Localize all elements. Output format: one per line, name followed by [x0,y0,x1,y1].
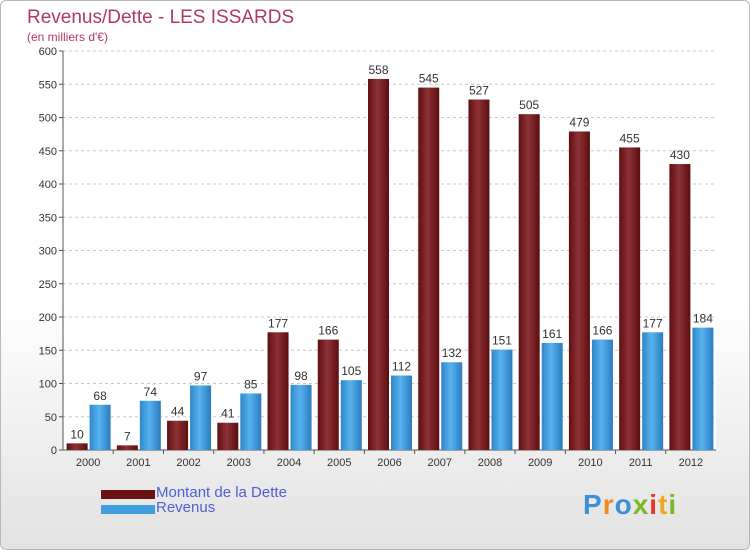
bar-dette [619,147,641,451]
bar-dette [669,164,691,451]
legend-label-dette: Montant de la Dette [156,484,287,501]
value-label-dette: 527 [469,84,489,98]
value-label-revenus: 105 [341,364,361,378]
value-label-revenus: 184 [693,312,713,326]
bar-dette [317,339,339,450]
legend-swatch-dette [101,490,155,499]
bar-revenus [240,393,262,450]
x-tick-label: 2004 [277,457,301,469]
value-label-revenus: 161 [542,327,562,341]
value-label-dette: 558 [368,63,388,77]
bar-dette [267,332,289,450]
value-label-revenus: 97 [194,369,208,383]
y-tick-label: 600 [39,46,57,58]
value-label-revenus: 132 [442,346,462,360]
bar-revenus [642,332,664,450]
logo-letter: o [614,489,633,520]
y-tick-label: 550 [39,79,57,91]
value-label-revenus: 74 [144,385,158,399]
x-tick-label: 2011 [629,457,653,469]
x-tick-label: 2009 [528,457,552,469]
value-label-dette: 455 [620,131,640,145]
y-tick-label: 100 [39,379,57,391]
x-tick-label: 2001 [126,457,150,469]
value-label-dette: 166 [318,324,338,338]
value-label-revenus: 112 [392,360,411,374]
x-tick-label: 2010 [578,457,602,469]
x-tick-label: 2000 [76,457,100,469]
y-tick-label: 250 [39,279,57,291]
bar-dette [167,420,189,450]
bar-revenus [391,375,412,450]
logo-letter: r [602,489,615,520]
value-label-dette: 7 [124,429,131,443]
x-tick-label: 2012 [679,457,703,469]
value-label-revenus: 166 [592,324,612,338]
value-label-dette: 545 [419,72,439,86]
x-tick-label: 2006 [377,457,401,469]
bar-revenus [541,342,563,450]
bar-revenus [139,400,161,450]
y-tick-label: 350 [39,212,57,224]
value-label-dette: 479 [569,115,589,129]
y-tick-label: 150 [39,345,57,357]
bar-revenus [591,339,613,450]
value-labels: 10 68 7 74 44 97 41 85 177 98 166 105 558 112 545 132 52… [70,63,713,443]
bar-dette [468,99,490,451]
bar-dette [66,443,88,450]
value-label-revenus: 151 [492,334,512,348]
proxiti-logo: Proxiti [583,489,677,521]
value-label-revenus: 85 [244,377,258,391]
legend-label-revenus: Revenus [156,499,216,516]
chart-subtitle: (en milliers d'€) [27,30,108,44]
bar-revenus [441,362,463,450]
value-label-revenus: 68 [93,389,107,403]
y-tick-label: 200 [39,312,57,324]
bar-dette [368,78,389,451]
bars [66,78,714,451]
bar-dette [116,445,138,450]
y-tick-label: 0 [51,445,57,457]
x-tick-label: 2002 [176,457,200,469]
grid-lines [63,50,716,451]
bar-revenus [340,380,362,450]
chart-title: Revenus/Dette - LES ISSARDS [27,7,295,28]
x-tick-label: 2003 [227,457,251,469]
y-tick-label: 400 [39,179,57,191]
value-label-revenus: 98 [294,369,308,383]
y-tick-label: 500 [39,113,57,125]
bar-revenus [290,384,312,450]
logo-letter: i [649,489,659,520]
bar-dette [518,114,540,451]
value-label-dette: 177 [268,316,288,330]
x-tick-label: 2007 [427,457,451,469]
logo-letter: t [658,489,669,520]
bar-revenus [89,404,111,450]
bar-dette [217,422,239,450]
logo-letter: i [668,489,678,520]
bar-dette [568,131,590,450]
bar-dette [418,87,440,450]
bar-revenus [491,349,513,450]
value-label-dette: 44 [171,405,185,419]
logo-letter: x [632,489,650,520]
y-tick-label: 450 [39,146,57,158]
value-label-dette: 505 [519,98,539,112]
x-tick-label: 2005 [327,457,351,469]
value-label-dette: 10 [70,427,84,441]
value-label-dette: 430 [670,148,690,162]
y-tick-label: 50 [45,412,57,424]
value-label-revenus: 177 [643,316,663,330]
legend-swatch-revenus [101,505,155,514]
bar-revenus [692,327,714,450]
x-tick-label: 2008 [478,457,502,469]
value-label-dette: 41 [221,407,235,421]
bar-revenus [190,385,212,450]
y-tick-label: 300 [39,246,57,258]
logo-letter: P [583,489,603,520]
